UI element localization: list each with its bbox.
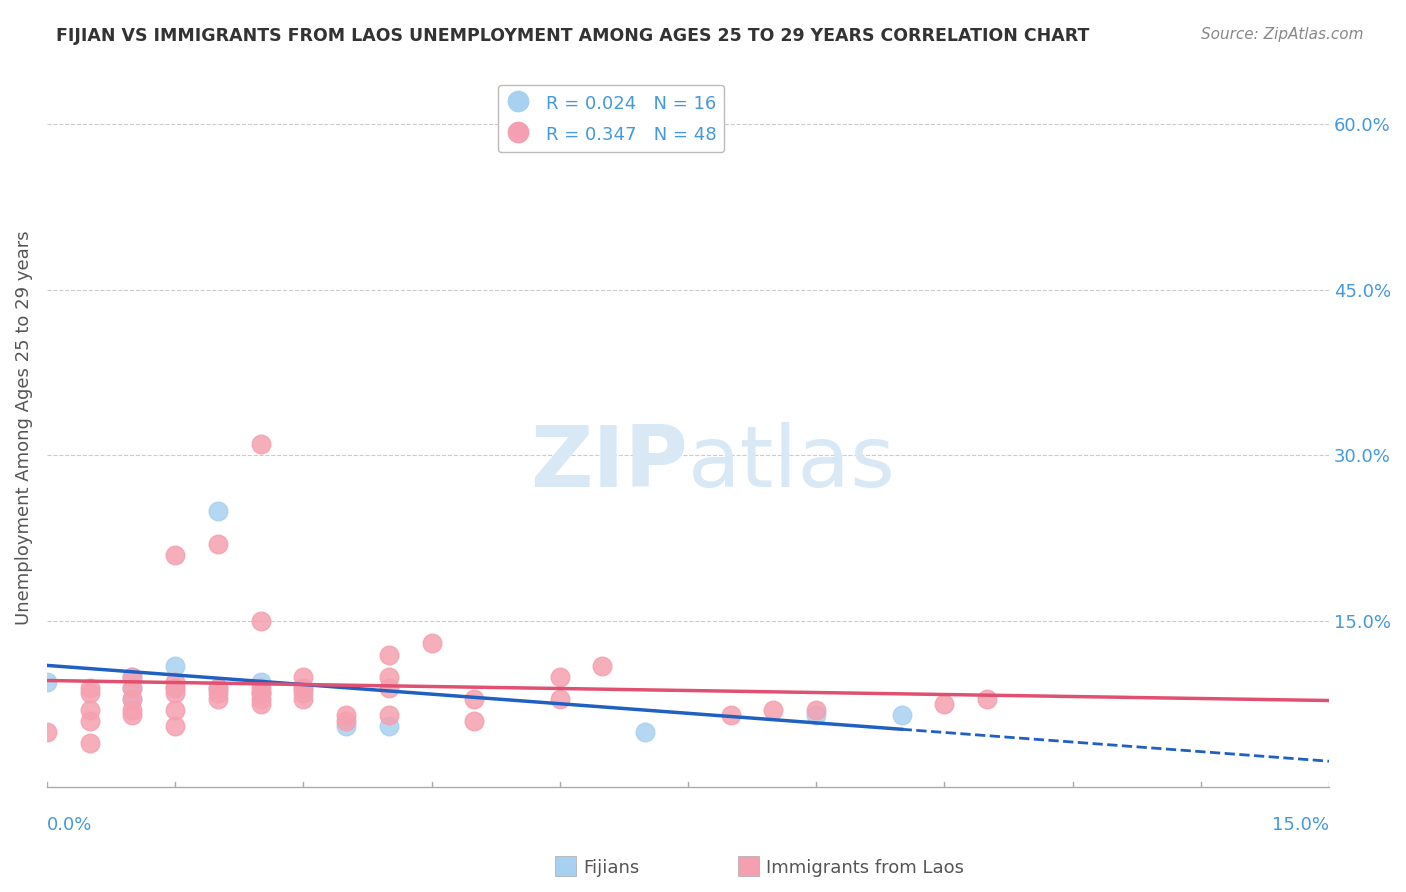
Point	[378, 681, 401, 695]
Point	[165, 681, 187, 695]
Point	[121, 670, 143, 684]
Point	[207, 681, 229, 695]
Point	[207, 681, 229, 695]
Point	[121, 691, 143, 706]
Point	[165, 703, 187, 717]
Text: Source: ZipAtlas.com: Source: ZipAtlas.com	[1201, 27, 1364, 42]
Point	[35, 725, 58, 739]
Point	[249, 691, 271, 706]
Text: FIJIAN VS IMMIGRANTS FROM LAOS UNEMPLOYMENT AMONG AGES 25 TO 29 YEARS CORRELATIO: FIJIAN VS IMMIGRANTS FROM LAOS UNEMPLOYM…	[56, 27, 1090, 45]
Point	[79, 703, 101, 717]
Point	[121, 691, 143, 706]
Y-axis label: Unemployment Among Ages 25 to 29 years: Unemployment Among Ages 25 to 29 years	[15, 230, 32, 625]
Point	[934, 698, 956, 712]
Point	[79, 714, 101, 728]
Text: 15.0%: 15.0%	[1272, 816, 1329, 834]
Point	[378, 719, 401, 733]
Point	[378, 648, 401, 662]
Point	[378, 670, 401, 684]
Text: Fijians: Fijians	[583, 859, 640, 877]
Point	[463, 691, 485, 706]
Point	[548, 670, 571, 684]
Point	[165, 675, 187, 690]
Point	[420, 636, 443, 650]
Text: 0.0%: 0.0%	[46, 816, 93, 834]
Point	[292, 691, 315, 706]
Point	[548, 691, 571, 706]
Point	[292, 681, 315, 695]
Point	[165, 658, 187, 673]
Point	[804, 708, 827, 723]
Legend: R = 0.024   N = 16, R = 0.347   N = 48: R = 0.024 N = 16, R = 0.347 N = 48	[498, 85, 724, 153]
Point	[121, 681, 143, 695]
Point	[79, 736, 101, 750]
Point	[976, 691, 998, 706]
Point	[165, 681, 187, 695]
Point	[335, 719, 357, 733]
Text: Immigrants from Laos: Immigrants from Laos	[766, 859, 965, 877]
Point	[207, 537, 229, 551]
Point	[335, 708, 357, 723]
Point	[249, 437, 271, 451]
Point	[249, 675, 271, 690]
Point	[592, 658, 614, 673]
Point	[249, 681, 271, 695]
Text: ZIP: ZIP	[530, 422, 688, 505]
Point	[207, 691, 229, 706]
Point	[634, 725, 657, 739]
Point	[249, 615, 271, 629]
Point	[720, 708, 742, 723]
Point	[121, 708, 143, 723]
Point	[35, 675, 58, 690]
Point	[292, 670, 315, 684]
Point	[378, 708, 401, 723]
Text: atlas: atlas	[688, 422, 896, 505]
Point	[335, 714, 357, 728]
Point	[249, 686, 271, 700]
Point	[165, 719, 187, 733]
Point	[207, 504, 229, 518]
Point	[292, 686, 315, 700]
Point	[165, 686, 187, 700]
Point	[121, 681, 143, 695]
Point	[292, 681, 315, 695]
Point	[804, 703, 827, 717]
Point	[79, 686, 101, 700]
Point	[207, 686, 229, 700]
Point	[463, 714, 485, 728]
Point	[121, 670, 143, 684]
Point	[762, 703, 785, 717]
Point	[890, 708, 912, 723]
Point	[79, 681, 101, 695]
Point	[249, 686, 271, 700]
Point	[165, 548, 187, 562]
Point	[249, 698, 271, 712]
Point	[121, 703, 143, 717]
